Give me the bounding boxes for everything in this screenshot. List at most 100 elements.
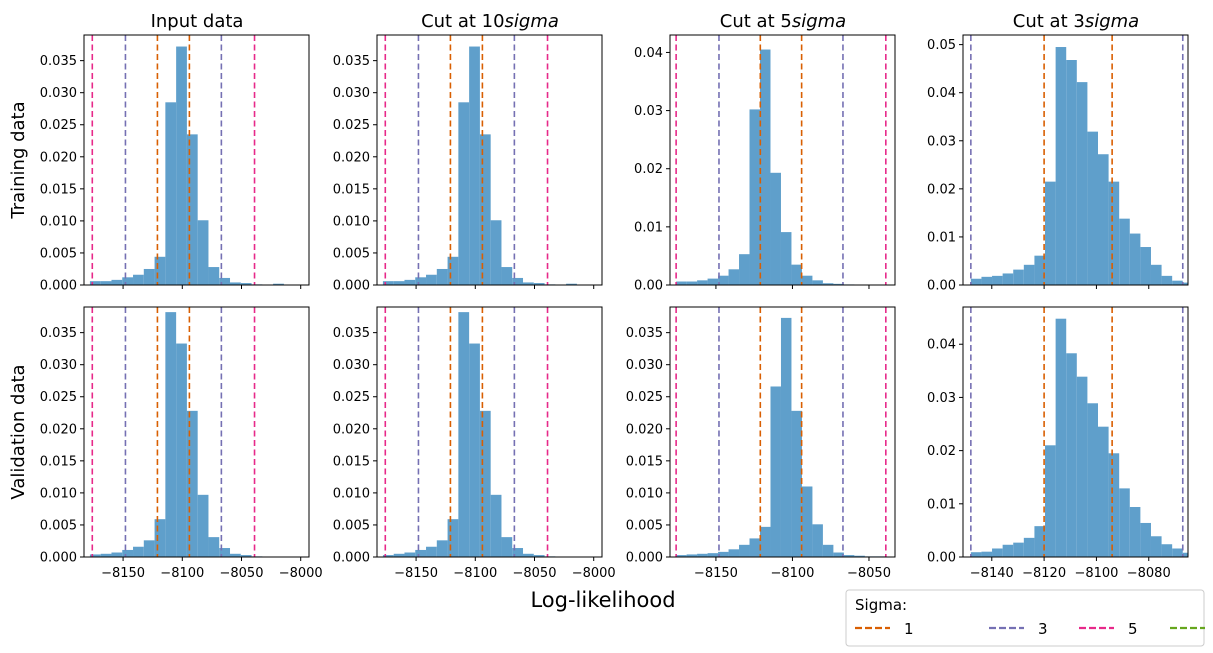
axes-frame xyxy=(669,34,896,286)
histogram-bar xyxy=(1002,273,1014,285)
histogram-bar xyxy=(393,281,405,285)
histogram-bar xyxy=(812,280,823,285)
histogram-bar xyxy=(133,546,144,557)
histogram-bar xyxy=(981,276,993,285)
histogram-bar xyxy=(436,540,448,557)
histogram-bar xyxy=(822,544,834,557)
histogram-bar xyxy=(791,410,802,557)
column-title-cut-3-sigma: Cut at 3sigma xyxy=(1013,11,1139,32)
x-tick-label: −8050 xyxy=(847,566,891,581)
plot-area xyxy=(970,307,1188,557)
histogram-bar xyxy=(833,283,844,285)
y-tick-label: 0.015 xyxy=(333,454,370,469)
panel-validation-cut5: 0.000 0.005 0.010 0.015 0.020 0.025 0.030 0.035… xyxy=(626,306,896,581)
histogram-bar xyxy=(1119,218,1130,285)
row-label-validation: Validation data xyxy=(8,364,29,499)
histogram-bar xyxy=(1119,488,1130,557)
legend-entries: 1 3 5 10 xyxy=(855,620,1205,638)
y-tick-label: 0.015 xyxy=(333,182,370,197)
histogram-bar xyxy=(436,268,448,285)
histogram-bar xyxy=(1055,47,1067,285)
y-tick-label: 0.020 xyxy=(626,422,663,437)
histogram-bar xyxy=(812,524,823,557)
histogram-bar xyxy=(739,254,750,285)
histogram-bar xyxy=(1108,181,1120,285)
y-tick-label: 0.025 xyxy=(626,390,663,405)
legend-title: Sigma: xyxy=(855,596,907,614)
histogram-bar xyxy=(165,312,177,557)
y-tick-label: 0.04 xyxy=(634,46,663,61)
histogram-bar xyxy=(1045,181,1056,285)
y-tick-label: 0.010 xyxy=(40,214,77,229)
y-tick-label: 0.000 xyxy=(333,279,370,294)
y-tick-label: 0.04 xyxy=(927,338,956,353)
y-tick-label: 0.030 xyxy=(333,86,370,101)
histogram-bar xyxy=(1182,552,1188,557)
histogram-bar xyxy=(111,552,123,557)
x-tick-label: −8080 xyxy=(1127,566,1171,581)
axes-frame xyxy=(962,34,1189,286)
histogram-bar xyxy=(490,494,502,557)
y-tick-label: 0.005 xyxy=(333,246,370,261)
y-tick-label: 0.035 xyxy=(333,54,370,69)
histogram-bar xyxy=(1023,537,1035,557)
x-tick-label: −8100 xyxy=(770,566,814,581)
histogram-bar xyxy=(458,312,470,557)
x-tick-label: −8120 xyxy=(1022,566,1066,581)
histogram-bar xyxy=(760,526,771,557)
histogram-bar xyxy=(1034,255,1046,285)
y-tick-label: 0.03 xyxy=(927,391,956,406)
axes-frame xyxy=(376,34,603,286)
histogram-bar xyxy=(801,275,813,285)
y-tick-label: 0.010 xyxy=(333,486,370,501)
y-tick-label: 0.035 xyxy=(626,326,663,341)
histogram-bar xyxy=(707,278,719,285)
x-tick-label: −8140 xyxy=(970,566,1014,581)
histogram-bar xyxy=(760,49,771,285)
histogram-bar xyxy=(458,102,470,285)
histogram-bar xyxy=(165,102,177,285)
histogram-bar xyxy=(566,283,577,285)
histogram-bar xyxy=(122,549,134,557)
histogram-bar xyxy=(479,410,491,557)
histogram-bar xyxy=(718,275,729,285)
histogram-bar xyxy=(992,548,1003,557)
column-title-cut-5-sigma: Cut at 5sigma xyxy=(720,11,846,32)
y-tick-label: 0.020 xyxy=(333,150,370,165)
y-tick-label: 0.01 xyxy=(634,220,663,235)
y-tick-label: 0.005 xyxy=(626,518,663,533)
histogram-bar xyxy=(208,537,220,557)
legend-entry-sigma-10: 10 xyxy=(1170,626,1205,630)
histogram-bar xyxy=(770,386,781,557)
histogram-bar xyxy=(415,277,427,285)
histogram-bar xyxy=(1098,154,1109,285)
panel-validation-input: 0.000 0.005 0.010 0.015 0.020 0.025 0.030 0.035… xyxy=(40,306,323,581)
panel-validation-cut10: 0.000 0.005 0.010 0.015 0.020 0.025 0.030 0.035… xyxy=(333,306,616,581)
histogram-bar xyxy=(1108,453,1120,557)
legend-label: 5 xyxy=(1128,620,1138,638)
histogram-bar xyxy=(89,281,101,285)
histogram-bar xyxy=(469,343,480,557)
y-tick-label: 0.000 xyxy=(626,551,663,566)
histogram-bar xyxy=(230,553,241,557)
histogram-bar xyxy=(469,46,480,285)
y-tick-label: 0.00 xyxy=(927,279,956,294)
histogram-bar xyxy=(382,555,394,557)
y-tick-label: 0.03 xyxy=(927,134,956,149)
column-title-cut-10-sigma: Cut at 10sigma xyxy=(421,11,559,32)
histogram-bar xyxy=(780,317,792,557)
y-tick-label: 0.02 xyxy=(927,444,956,459)
y-tick-label: 0.015 xyxy=(626,454,663,469)
histogram-bar xyxy=(219,548,231,557)
histogram-bar xyxy=(426,274,437,285)
y-tick-label: 0.025 xyxy=(40,390,77,405)
histogram-bar xyxy=(1161,275,1173,285)
x-tick-label: −8000 xyxy=(279,566,323,581)
y-tick-label: 0.035 xyxy=(40,54,77,69)
histogram-bar xyxy=(1150,264,1162,285)
histogram-bar xyxy=(686,281,698,285)
histogram-bar xyxy=(1013,542,1024,557)
histogram-bar xyxy=(197,220,209,285)
axes-frame xyxy=(83,34,310,286)
